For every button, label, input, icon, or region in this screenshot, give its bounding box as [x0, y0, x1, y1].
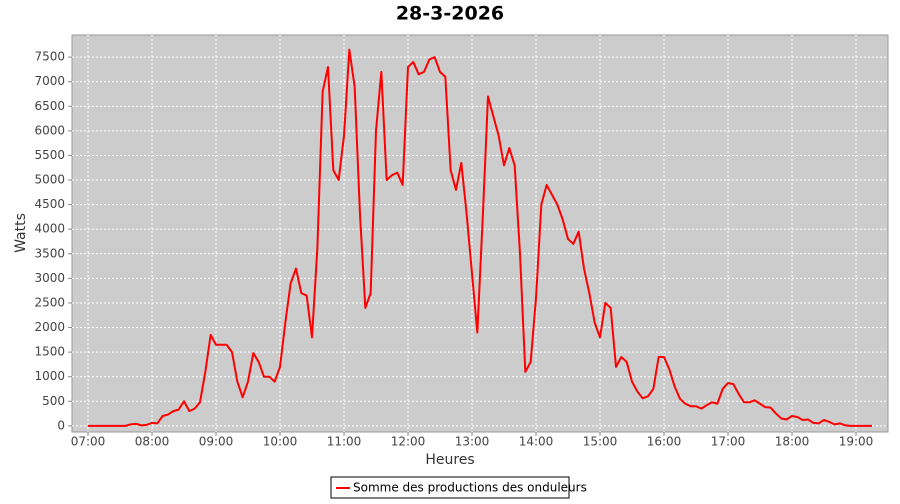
y-tick-label: 4000	[34, 222, 65, 236]
y-tick-label: 1000	[34, 369, 65, 383]
y-axis-label: Watts	[13, 213, 29, 253]
x-tick-label: 09:00	[199, 435, 234, 449]
y-tick-label: 5000	[34, 173, 65, 187]
y-tick-label: 6500	[34, 99, 65, 113]
x-tick-label: 16:00	[647, 435, 682, 449]
x-axis-label: Heures	[425, 452, 474, 468]
x-tick-label: 13:00	[455, 435, 490, 449]
x-tick-label: 07:00	[71, 435, 106, 449]
y-tick-label: 500	[42, 394, 65, 408]
y-tick-label: 7500	[34, 50, 65, 64]
y-tick-label: 3500	[34, 246, 65, 260]
x-tick-label: 15:00	[583, 435, 618, 449]
chart-title: 28-3-2026	[396, 3, 504, 25]
legend-box	[330, 476, 570, 499]
y-tick-label: 1500	[34, 345, 65, 359]
y-tick-label: 5500	[34, 148, 65, 162]
x-tick-label: 14:00	[519, 435, 554, 449]
x-tick-label: 10:00	[263, 435, 298, 449]
legend-label: Somme des productions des onduleurs	[353, 481, 587, 495]
x-tick-label: 08:00	[135, 435, 170, 449]
x-tick-label: 12:00	[391, 435, 426, 449]
y-tick-label: 6000	[34, 123, 65, 137]
y-tick-label: 3000	[34, 271, 65, 285]
x-tick-label: 19:00	[839, 435, 874, 449]
y-tick-label: 2500	[34, 295, 65, 309]
y-tick-label: 0	[57, 418, 65, 432]
x-tick-label: 17:00	[711, 435, 746, 449]
y-tick-label: 7000	[34, 74, 65, 88]
series-line	[88, 48, 872, 427]
y-tick-label: 2000	[34, 320, 65, 334]
x-tick-label: 18:00	[775, 435, 810, 449]
plot-area	[71, 34, 889, 433]
y-tick-label: 4500	[34, 197, 65, 211]
x-tick-label: 11:00	[327, 435, 362, 449]
